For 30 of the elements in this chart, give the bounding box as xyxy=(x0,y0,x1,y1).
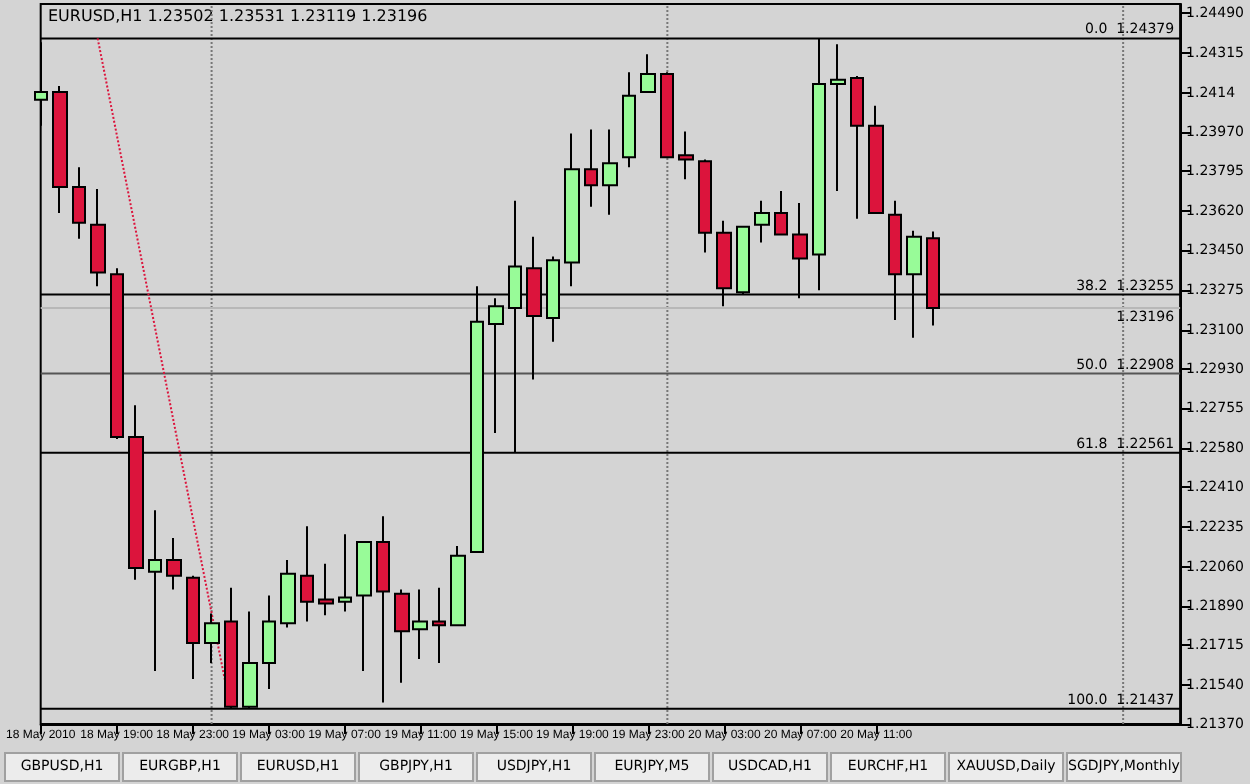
candlestick xyxy=(72,166,86,240)
candlestick xyxy=(52,85,68,214)
candlestick xyxy=(280,558,296,629)
candlestick xyxy=(698,158,712,254)
candlestick xyxy=(622,71,636,169)
candlestick xyxy=(868,104,884,214)
candlestick xyxy=(678,130,694,181)
candlestick xyxy=(186,574,200,680)
candlestick xyxy=(204,612,220,664)
candlestick xyxy=(774,190,788,236)
candlestick xyxy=(850,75,864,220)
chart-title: EURUSD,H1 1.23502 1.23531 1.23119 1.23196 xyxy=(48,7,428,25)
candlestick xyxy=(830,43,846,193)
candlestick xyxy=(660,71,674,159)
candlestick xyxy=(432,586,446,664)
candlestick xyxy=(640,53,656,93)
candlestick xyxy=(148,509,162,672)
candlestick xyxy=(90,188,106,288)
candlestick xyxy=(338,533,352,613)
candlestick xyxy=(564,132,580,288)
candlestick xyxy=(376,515,390,704)
candlestick xyxy=(300,525,314,623)
candlestick xyxy=(166,537,182,591)
candlestick xyxy=(318,562,334,617)
candlestick xyxy=(602,128,618,216)
candlestick xyxy=(356,540,372,672)
candlestick xyxy=(450,545,466,627)
candlestick xyxy=(754,199,770,244)
candlestick xyxy=(262,594,276,690)
candlestick xyxy=(584,128,598,208)
